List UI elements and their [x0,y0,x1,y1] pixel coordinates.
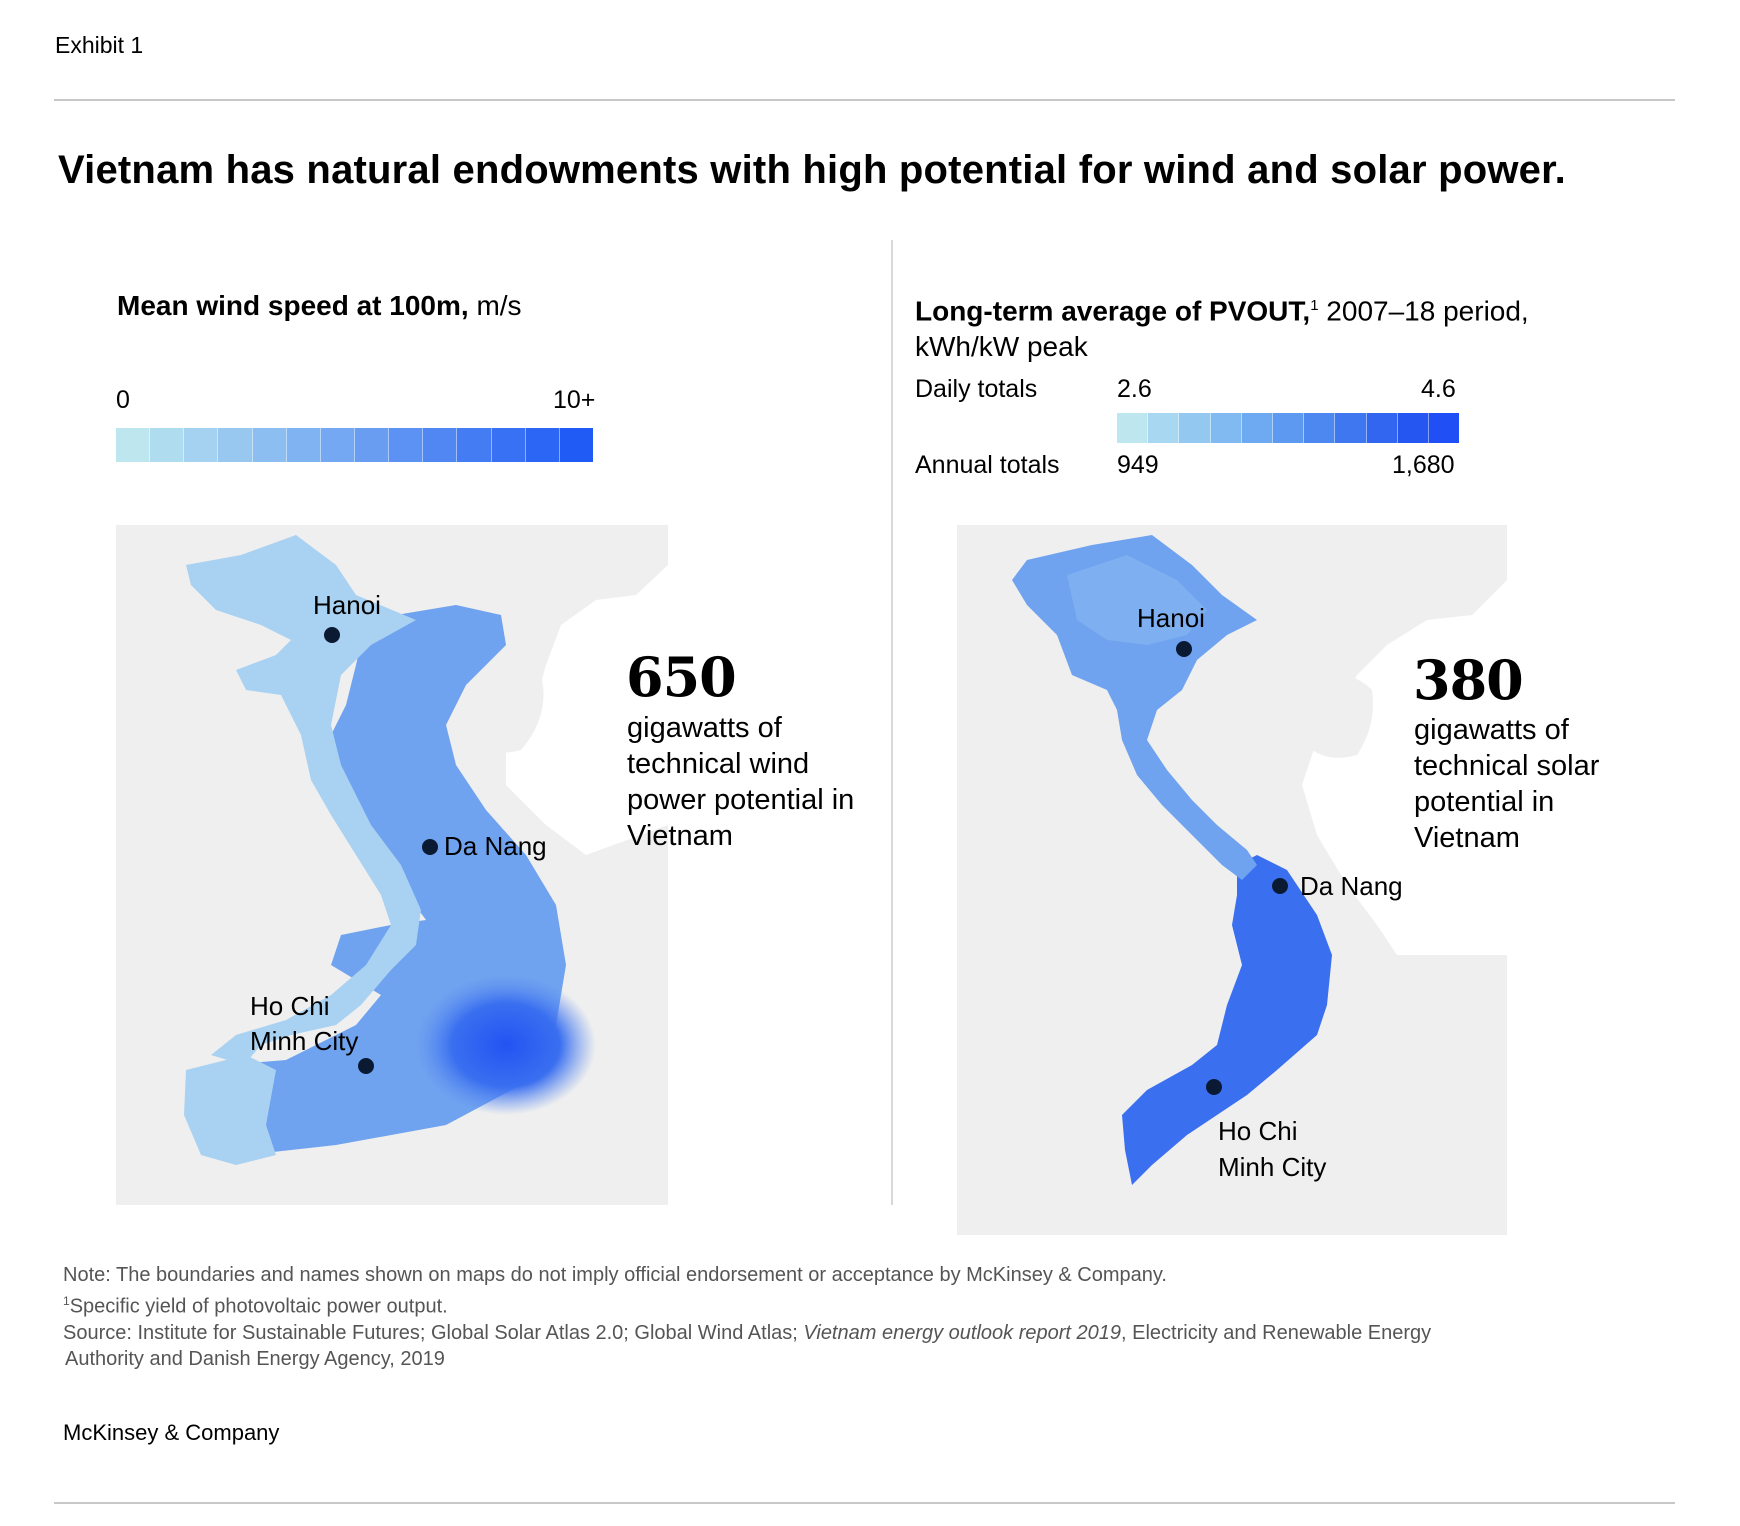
wind-scale-step-2 [184,428,219,462]
wind-scale-step-12 [525,428,560,462]
footnote-note: Note: The boundaries and names shown on … [63,1264,1167,1286]
wind-scale-step-0 [116,428,151,462]
panel-divider [891,240,893,1205]
wind-scale-step-3 [218,428,253,462]
solar-scale-step-10 [1428,413,1460,443]
solar-hcmc-label-1: Ho Chi [1218,1116,1297,1146]
solar-danang-dot [1272,878,1288,894]
solar-scale-step-8 [1366,413,1398,443]
wind-map-hainan-island [459,665,544,753]
wind-hcmc-dot [358,1058,374,1074]
solar-map: Hanoi Da Nang Ho Chi Minh City [957,525,1507,1235]
solar-daily-min: 2.6 [1117,375,1152,403]
top-rule [54,99,1675,101]
solar-annual-max: 1,680 [1392,451,1455,479]
solar-big-number: 380 [1413,648,1524,712]
solar-map-land [957,525,1507,1235]
source-text-a: Source: Institute for Sustainable Future… [63,1321,804,1344]
solar-map-south [1122,855,1332,1185]
solar-hanoi-label: Hanoi [1137,603,1205,633]
wind-scale-step-8 [389,428,424,462]
solar-annual-min: 949 [1117,451,1159,479]
wind-color-scale [116,428,593,462]
solar-scale-step-9 [1397,413,1429,443]
wind-map-southwest-sea [184,1055,276,1165]
wind-hanoi-label: Hanoi [313,590,381,620]
bottom-rule [54,1502,1675,1504]
footnote-1-text: Specific yield of photovoltaic power out… [69,1295,448,1318]
wind-title-bold: Mean wind speed at 100m, [117,290,469,321]
solar-map-north-highlight [1067,555,1207,645]
wind-hcmc-label-2: Minh City [250,1026,358,1056]
wind-scale-max: 10+ [553,386,596,414]
solar-scale-step-0 [1117,413,1149,443]
wind-scale-step-13 [559,428,593,462]
solar-scale-step-3 [1210,413,1242,443]
solar-danang-label: Da Nang [1300,871,1403,901]
wind-scale-step-5 [286,428,321,462]
solar-hcmc-label-2: Minh City [1218,1152,1326,1182]
solar-map-hainan-island [1298,674,1373,758]
page-title: Vietnam has natural endowments with high… [58,148,1566,192]
solar-hcmc-dot [1206,1079,1222,1095]
brand-name: McKinsey & Company [63,1420,280,1445]
exhibit-label: Exhibit 1 [55,32,144,58]
wind-map-hotspot [416,975,596,1115]
wind-caption: gigawatts of technical wind power potent… [627,712,855,852]
wind-scale-step-9 [423,428,458,462]
wind-title-unit: m/s [468,290,522,321]
solar-title-rest: 2007–18 period, [1318,295,1529,327]
wind-hcmc-label-1: Ho Chi [250,991,329,1021]
wind-panel-title: Mean wind speed at 100m, m/s [117,288,522,324]
source-text-b: , Electricity and Renewable Energy [1121,1321,1432,1344]
wind-map: Hanoi Da Nang Ho Chi Minh City [116,525,668,1205]
solar-color-scale [1117,413,1460,443]
solar-caption: gigawatts of technical solar potential i… [1414,714,1600,854]
solar-scale-step-1 [1148,413,1180,443]
wind-scale-step-11 [491,428,526,462]
wind-scale-min: 0 [116,386,130,414]
solar-title-sup: 1 [1310,297,1319,314]
wind-danang-label: Da Nang [444,831,547,861]
wind-map-mainland [186,535,421,1065]
wind-hanoi-dot [324,627,340,643]
wind-scale-step-1 [150,428,185,462]
footnote-source: Source: Institute for Sustainable Future… [63,1320,1431,1346]
wind-scale-step-7 [354,428,390,462]
solar-scale-step-5 [1272,413,1305,443]
solar-annual-label: Annual totals [915,451,1060,479]
wind-scale-step-6 [320,428,355,462]
solar-daily-label: Daily totals [915,375,1038,403]
solar-title-line2: kWh/kW peak [915,331,1088,363]
solar-panel-title: Long-term average of PVOUT,1 2007–18 per… [915,288,1529,365]
solar-title-bold: Long-term average of PVOUT, [915,295,1311,327]
footnotes: Note: The boundaries and names shown on … [63,1262,1431,1372]
solar-daily-max: 4.6 [1421,375,1456,403]
footnote-1-sup: 1 [63,1294,70,1308]
solar-scale-step-6 [1304,413,1336,443]
solar-hanoi-dot [1176,641,1192,657]
footnote-source-line2: Authority and Danish Energy Agency, 2019 [65,1347,445,1370]
wind-danang-dot [422,839,438,855]
source-italic: Vietnam energy outlook report 2019 [803,1321,1122,1344]
footnote-1: 1Specific yield of photovoltaic power ou… [63,1288,1431,1320]
solar-scale-step-4 [1241,413,1273,443]
solar-scale-step-2 [1179,413,1211,443]
wind-scale-step-4 [252,428,287,462]
solar-scale-step-7 [1335,413,1367,443]
wind-scale-step-10 [457,428,492,462]
wind-big-number: 650 [626,645,737,709]
